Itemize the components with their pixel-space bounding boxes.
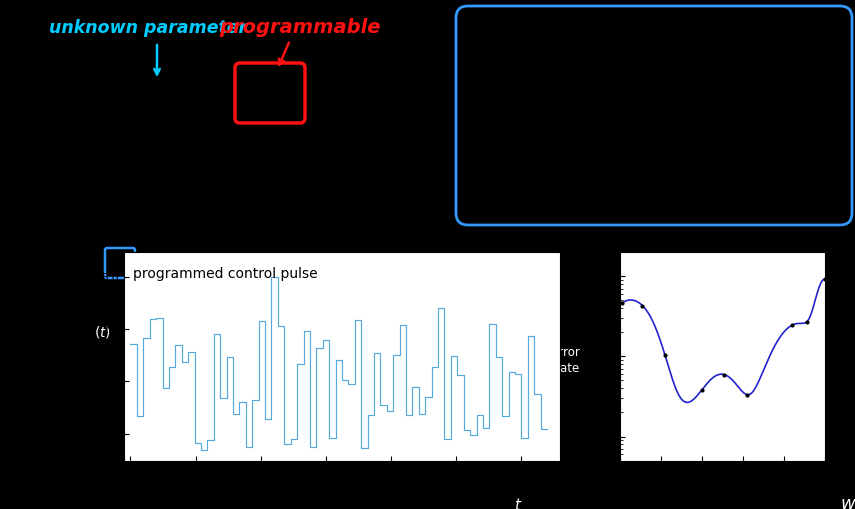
Text: programmed control pulse: programmed control pulse [133,267,317,280]
Text: $(t)$: $(t)$ [95,324,111,340]
Text: target time  T: target time T [402,298,488,312]
Text: $w$: $w$ [840,495,855,509]
Text: error
rate: error rate [551,346,580,375]
Text: $t$: $t$ [514,497,522,509]
Text: unknown parameter: unknown parameter [49,19,247,37]
Text: programmable: programmable [219,17,380,37]
